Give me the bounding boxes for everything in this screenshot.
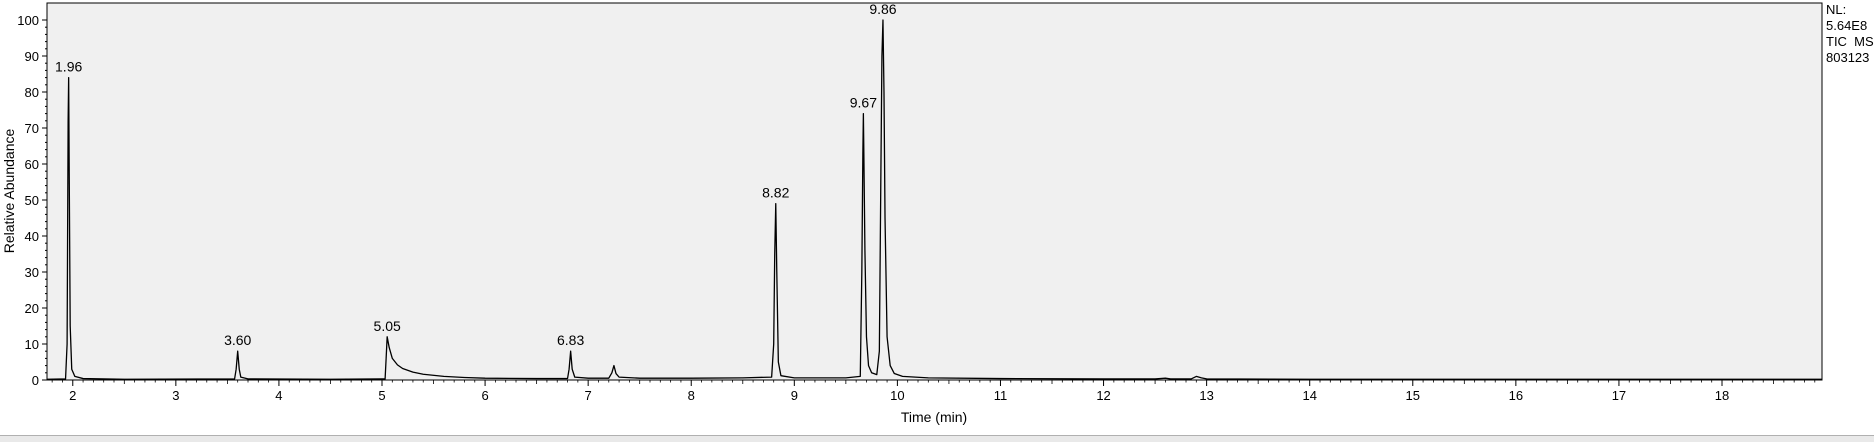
x-tick-label: 18 (1715, 388, 1729, 403)
nl-label: NL: (1826, 2, 1846, 17)
x-axis-ticks: 2 3 4 5 6 7 8 9 10 11 12 13 14 15 16 17 18 (69, 380, 1729, 403)
header-info: NL: 5.64E8 TIC MS 803123 (1826, 2, 1874, 65)
x-tick-label: 6 (481, 388, 488, 403)
peak-label: 8.82 (762, 185, 789, 201)
x-tick-label: 5 (378, 388, 385, 403)
x-tick-label: 16 (1509, 388, 1523, 403)
x-tick-label: 2 (69, 388, 76, 403)
x-tick-label: 11 (994, 388, 1008, 403)
y-tick-label: 0 (32, 373, 39, 388)
peak-label: 6.83 (557, 332, 584, 348)
peak-label: 9.67 (850, 95, 877, 111)
y-tick-label: 10 (25, 337, 39, 352)
y-tick-label: 80 (25, 85, 39, 100)
y-tick-label: 100 (17, 13, 39, 28)
x-axis-title: Time (min) (901, 409, 967, 425)
x-tick-label: 7 (585, 388, 592, 403)
y-axis-ticks: 0 10 20 30 40 50 60 70 80 90 100 (17, 13, 47, 388)
y-tick-label: 20 (25, 301, 39, 316)
x-tick-label: 8 (688, 388, 695, 403)
peak-label: 5.05 (374, 318, 401, 334)
x-tick-label: 15 (1406, 388, 1420, 403)
peak-label: 1.96 (55, 59, 82, 75)
y-tick-label: 70 (25, 121, 39, 136)
bottom-bar (0, 435, 1874, 442)
x-tick-label: 3 (172, 388, 179, 403)
y-tick-label: 60 (25, 157, 39, 172)
x-tick-label: 10 (890, 388, 904, 403)
x-tick-label: 13 (1199, 388, 1213, 403)
x-tick-label: 4 (275, 388, 282, 403)
sample-id: 803123 (1826, 50, 1869, 65)
y-axis-title: Relative Abundance (1, 129, 17, 254)
peak-label: 3.60 (224, 332, 251, 348)
y-tick-label: 90 (25, 49, 39, 64)
y-tick-label: 40 (25, 229, 39, 244)
y-tick-label: 30 (25, 265, 39, 280)
minor-ticks (45, 26, 1816, 384)
tic-trace-line (46, 19, 1822, 380)
x-tick-label: 14 (1302, 388, 1316, 403)
x-tick-label: 9 (791, 388, 798, 403)
nl-value: 5.64E8 (1826, 18, 1867, 33)
plot-area (46, 2, 1823, 381)
x-tick-label: 17 (1612, 388, 1626, 403)
x-tick-label: 12 (1096, 388, 1110, 403)
peak-label: 9.86 (869, 1, 896, 17)
scan-filter: TIC MS (1826, 34, 1874, 49)
y-tick-label: 50 (25, 193, 39, 208)
peak-labels: 1.96 3.60 5.05 6.83 8.82 9.67 9.86 (55, 1, 897, 348)
